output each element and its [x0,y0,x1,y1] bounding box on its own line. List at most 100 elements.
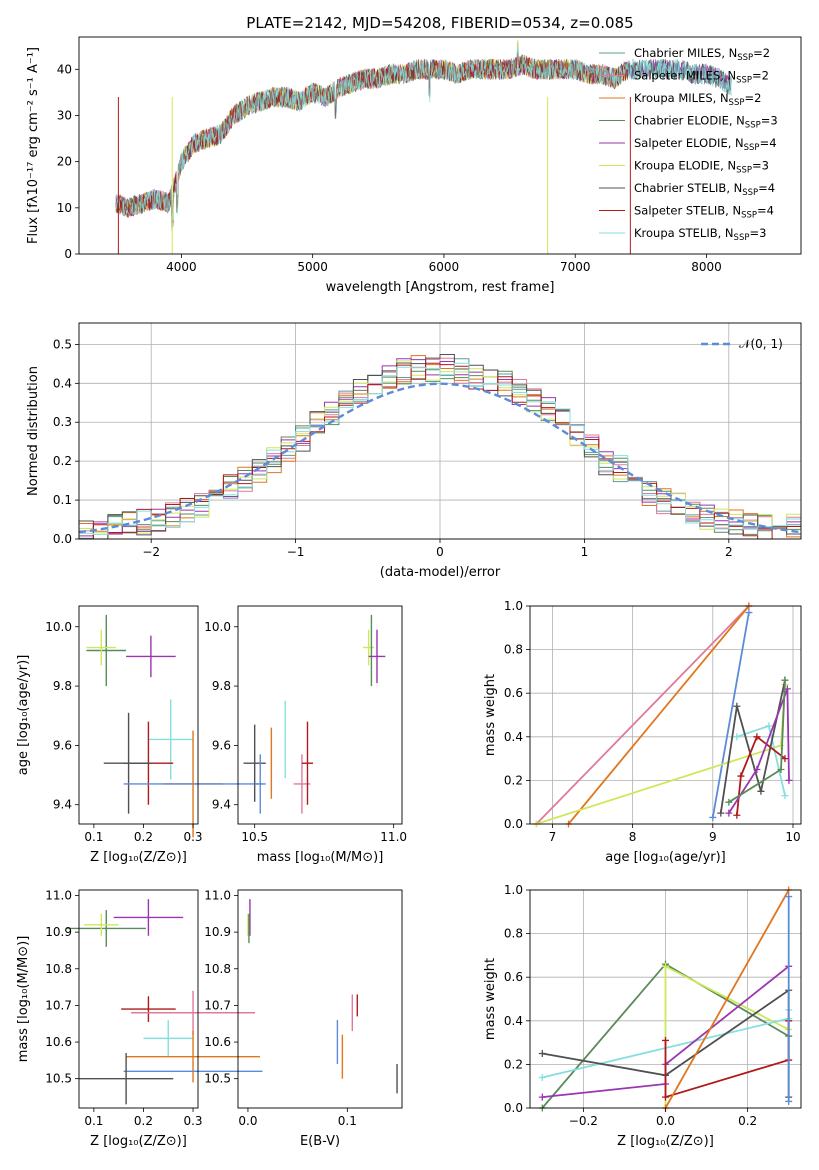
series-point [733,811,741,819]
x-tick-label: 0.1 [84,830,103,844]
spectrum-line [115,45,732,221]
legend-label: Salpeter MILES, N [634,69,736,83]
legend-label: Chabrier ELODIE, N [634,114,745,128]
y-tick-label: 10.8 [204,962,231,976]
series-point [538,1073,546,1081]
series-point [781,676,789,684]
x-tick-label: 0.2 [134,830,153,844]
axes-frame [529,889,802,1109]
y-tick-label: 10.0 [204,620,231,634]
legend-tail: =2 [753,46,770,60]
series-point [781,792,789,800]
y-tick-label: 10.0 [45,620,72,634]
y-tick-label: 9.8 [53,679,72,693]
plot-area-massweight-vs-Z [538,886,793,1112]
y-tick-label: 0.2 [504,1057,523,1071]
y-axis-label: Normed distribution [26,366,41,496]
x-axis-label: Z [log₁₀(Z/Z⊙)] [90,850,187,865]
legend-tail: =3 [749,226,766,240]
x-tick-label: 8 [629,830,637,844]
y-tick-label: 0.6 [504,970,523,984]
legend-label: Salpeter STELIB, N [634,204,741,218]
x-tick-label: 6000 [429,260,460,274]
series-point [753,766,761,773]
x-tick-label: 0.0 [238,1114,257,1128]
histogram-step [79,362,801,540]
legend-tail: =2 [744,91,761,105]
series-point [785,776,793,784]
legend-entry: Chabrier MILES, NSSP=2 [634,46,770,63]
x-tick-label: 5000 [297,260,328,274]
plot-area-residual-histogram [78,354,802,540]
y-axis-label: mass [log₁₀(M/M⊙)] [16,936,31,1063]
x-axis-label: mass [log₁₀(M/M⊙)] [257,850,384,865]
y-tick-label: 9.8 [212,679,231,693]
x-tick-label: 10.5 [241,830,268,844]
legend-label: Chabrier STELIB, N [634,181,742,195]
y-tick-label: 9.4 [212,798,231,812]
y-tick-label: 0.6 [504,686,523,700]
series-line [664,890,790,1108]
series-point [777,742,785,750]
y-axis-label: Flux [fλ10⁻¹⁷ erg cm⁻² s⁻¹ A⁻¹] [26,47,41,244]
x-tick-label: 4000 [166,260,197,274]
x-axis-label: Z [log₁₀(Z/Z⊙)] [90,1134,187,1149]
legend-tail: =4 [758,181,775,195]
y-tick-label: 0.8 [504,927,523,941]
series-point [737,772,745,780]
panel-massweight-vs-age: 7 8 9 10 0.0 0.2 0.4 0.6 0.8 1.0 age [log₁₀(age/yr… [483,599,802,865]
figure-title: PLATE=2142, MJD=54208, FIBERID=0534, z=0… [246,14,633,32]
panel-age-vs-Z: 0.1 0.2 0.3 9.4 9.6 9.8 10.0 Z [log₁₀(Z/Z⊙)] age… [16,605,263,865]
y-tick-label: 1.0 [504,883,523,897]
y-tick-label: 0.2 [53,454,72,468]
x-tick-label: 11.0 [380,830,407,844]
series-point [733,702,741,710]
y-tick-label: 9.6 [212,738,231,752]
series-point [753,733,761,741]
plot-area-massweight-vs-age [532,602,793,828]
x-axis-label: age [log₁₀(age/yr)] [605,850,726,865]
x-axis-label: Z [log₁₀(Z/Z⊙)] [617,1134,714,1149]
y-tick-label: 40 [57,62,72,76]
panel-mass-vs-Z: 0.1 0.2 0.3 10.5 10.6 10.7 10.8 10.9 11.0 Z [log₁… [16,888,263,1149]
x-tick-label: 9 [709,830,717,844]
y-tick-label: 0.1 [53,493,72,507]
y-tick-label: 10.6 [45,1035,72,1049]
legend-tail: =4 [760,136,777,150]
y-axis-label: age [log₁₀(age/yr)] [16,655,31,776]
y-axis-label: mass weight [483,674,498,756]
x-tick-label: 0.0 [656,1114,675,1128]
x-tick-label: 0.1 [338,1114,357,1128]
x-axis-label: E(B-V) [300,1134,340,1149]
legend-sub: SSP [736,76,752,86]
y-tick-label: 9.6 [53,738,72,752]
legend-entry: Salpeter STELIB, NSSP=4 [634,204,774,221]
legend-entry: 𝒩(0, 1) [739,337,783,351]
series-point [733,733,741,741]
y-tick-label: 0.0 [504,1101,523,1115]
y-axis-label: mass weight [483,958,498,1040]
y-tick-label: 10.6 [204,1035,231,1049]
legend-entry: Salpeter MILES, NSSP=2 [634,69,769,86]
y-tick-label: 0 [64,247,72,261]
legend-entry: Chabrier STELIB, NSSP=4 [634,181,775,198]
series-line [535,606,750,824]
y-tick-label: 10.5 [45,1072,72,1086]
series-point [709,813,717,821]
y-tick-label: 11.0 [204,888,231,902]
legend-entry: Kroupa STELIB, NSSP=3 [634,226,766,243]
legend-sub: SSP [729,98,745,108]
series-point [662,1036,669,1044]
series-point [785,893,793,901]
series-point [745,609,753,617]
legend-label: Salpeter ELODIE, N [634,136,744,150]
axes-frame [237,605,403,825]
legend-tail: =3 [761,114,778,128]
legend-tail: =4 [757,204,774,218]
series-line [711,612,750,818]
axes-frame [529,605,802,825]
x-tick-label: 1 [581,545,589,559]
normal-curve [78,382,802,534]
legend-sub: SSP [742,188,758,198]
